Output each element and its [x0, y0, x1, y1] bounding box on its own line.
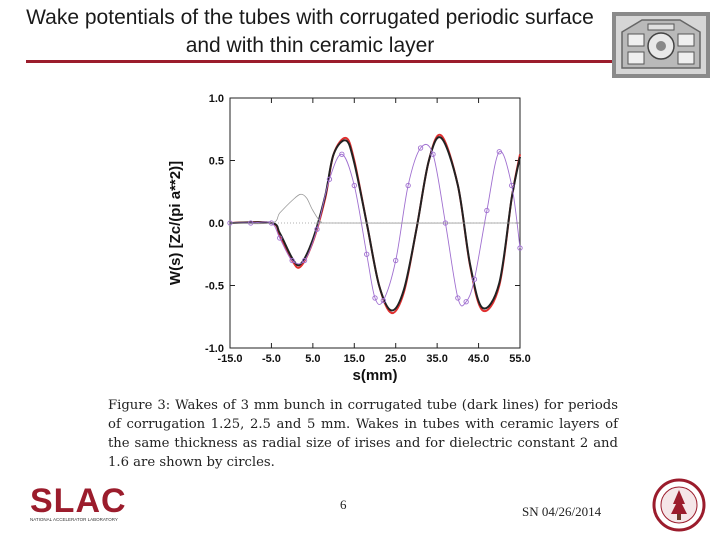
x-tick-label: 15.0 — [344, 353, 365, 365]
slide-title: Wake potentials of the tubes with corrug… — [26, 6, 594, 57]
series-point — [471, 276, 478, 282]
page-number: 6 — [340, 497, 347, 512]
series-point — [380, 297, 386, 304]
x-tick-label: 35.0 — [426, 353, 447, 365]
wake-potential-chart: -15.0 -5.0 5.0 15.0 25.0 35.0 45.0 55.0 1.0 0.5 0.… — [167, 93, 531, 384]
y-tick-label: 0.0 — [209, 218, 224, 230]
y-tick-label: -1.0 — [205, 343, 224, 355]
series-point — [339, 151, 345, 157]
series-point — [484, 207, 490, 214]
presentation-date: SN 04/26/2014 — [522, 504, 602, 519]
series-point — [393, 257, 399, 264]
corrugated-tube-photo — [612, 12, 710, 78]
series-line-2 — [229, 143, 521, 307]
svg-text:SLAC: SLAC — [30, 482, 127, 520]
series-1 — [229, 136, 521, 312]
series-point — [248, 220, 254, 226]
series-point — [351, 182, 357, 189]
x-tick-label: 45.0 — [468, 353, 489, 365]
series-2 — [227, 143, 523, 307]
x-tick-label: -15.0 — [217, 353, 242, 365]
series-line-3 — [229, 193, 521, 225]
series-point — [405, 182, 411, 189]
series-line-1 — [229, 136, 521, 312]
y-tick-label: -0.5 — [205, 281, 224, 293]
series-point — [364, 251, 370, 257]
series-point — [372, 295, 378, 301]
slac-logo: SLAC NATIONAL ACCELERATOR LABORATORY — [30, 482, 127, 522]
y-tick-label: 1.0 — [209, 93, 224, 105]
series-point — [277, 235, 283, 241]
series-point — [517, 245, 523, 251]
title-divider — [26, 60, 636, 63]
series-point — [455, 295, 461, 301]
series-point — [289, 257, 295, 264]
figure-caption: Figure 3: Wakes of 3 mm bunch in corruga… — [108, 398, 618, 470]
series-point — [326, 176, 333, 182]
x-tick-label: -5.0 — [262, 353, 281, 365]
x-tick-label: 5.0 — [305, 353, 320, 365]
y-tick-label: 0.5 — [209, 156, 224, 168]
series-point — [314, 226, 320, 232]
series-point — [301, 257, 308, 264]
y-axis-label: W(s) [Zc/(pi a**2)] — [167, 161, 184, 285]
x-axis-label: s(mm) — [352, 367, 397, 384]
series-point — [463, 299, 469, 305]
series-point — [417, 145, 424, 151]
series-point — [496, 149, 502, 155]
x-tick-label: 25.0 — [385, 353, 406, 365]
series-3 — [229, 193, 521, 225]
x-tick-label: 55.0 — [509, 353, 530, 365]
university-seal — [652, 478, 706, 532]
svg-text:NATIONAL ACCELERATOR LABORATOR: NATIONAL ACCELERATOR LABORATORY — [30, 517, 118, 522]
series-point — [430, 151, 436, 157]
series-point — [509, 182, 515, 189]
